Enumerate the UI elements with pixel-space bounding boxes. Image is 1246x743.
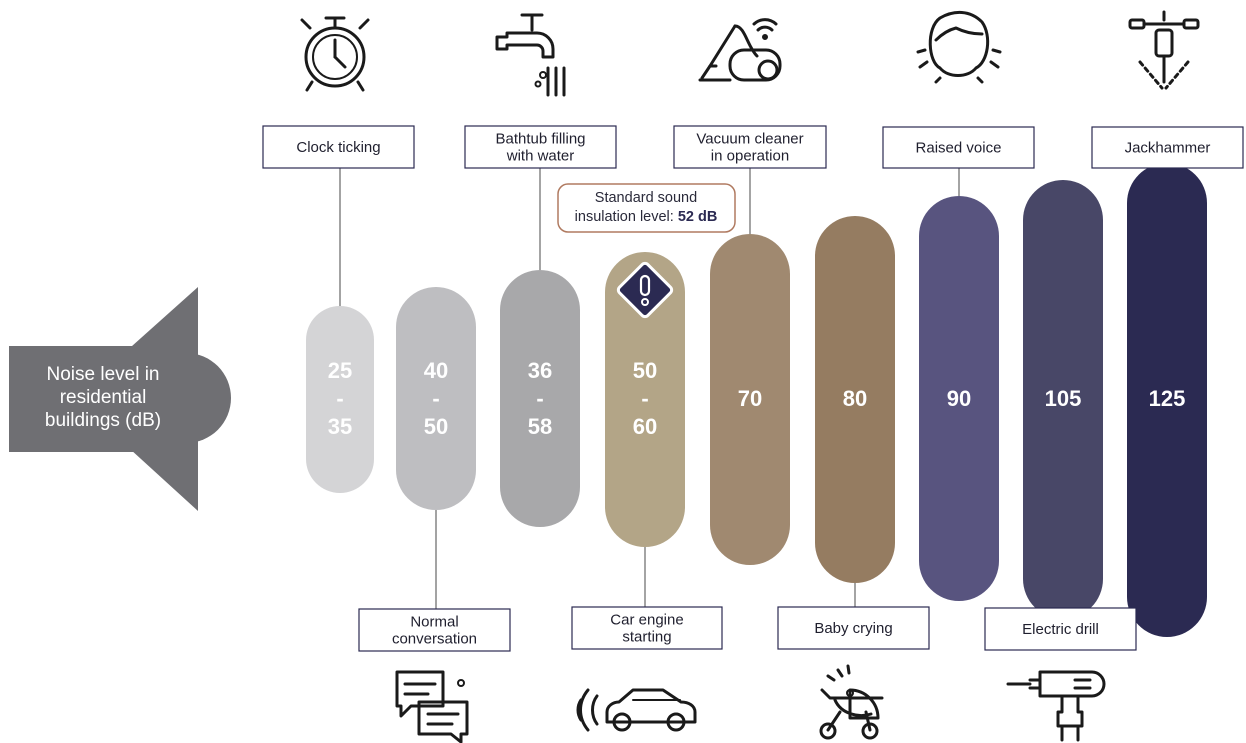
vacuum-cleaner-icon <box>698 18 782 82</box>
source-label-text: Jackhammer <box>1125 140 1211 157</box>
stopwatch-icon <box>300 16 370 92</box>
level-value: 36 -58 <box>528 358 552 439</box>
level-pill-shape <box>396 287 476 510</box>
level-pills: 25 -35 40 -50 36 -58 50 -60 70 80 90 105 125 <box>306 163 1207 637</box>
level-pill-shape <box>306 306 374 493</box>
level-pill: 50 -60 <box>605 252 685 547</box>
source-labels: Clock ticking Normal conversation Bathtub f… <box>262 125 1244 652</box>
source-label: Car engine starting <box>571 606 723 650</box>
source-label-text: Car engine starting <box>610 612 683 646</box>
level-value: 70 <box>738 386 762 411</box>
jackhammer-icon <box>1128 10 1200 90</box>
level-pill: 125 <box>1127 163 1207 637</box>
chat-bubbles-icon <box>395 670 469 743</box>
source-label-box <box>984 607 1137 651</box>
face-icon <box>916 11 1002 84</box>
faucet-icon <box>495 13 566 97</box>
level-pill-shape <box>1127 163 1207 637</box>
level-pill-shape <box>1023 180 1103 619</box>
source-label: Normal conversation <box>358 608 511 652</box>
source-label-box <box>358 608 511 652</box>
source-label-text: Normal conversation <box>392 614 477 648</box>
drill-icon <box>1006 670 1106 742</box>
insulation-note-line-2: insulation level: 52 dB <box>575 209 718 225</box>
speaker-label: Noise level in residential buildings (dB) <box>45 364 161 431</box>
level-pill-shape <box>605 252 685 547</box>
level-value: 90 <box>947 386 971 411</box>
level-value: 50 -60 <box>633 358 657 439</box>
source-label: Bathtub filling with water <box>464 125 617 169</box>
level-pill: 25 -35 <box>306 306 374 493</box>
baby-stroller-icon <box>819 664 884 740</box>
source-label-text: Vacuum cleaner in operation <box>696 131 803 165</box>
level-pill: 90 <box>919 196 999 601</box>
source-label: Baby crying <box>777 606 930 650</box>
car-icon <box>576 688 697 732</box>
level-pill: 40 -50 <box>396 287 476 510</box>
source-label: Clock ticking <box>262 125 415 169</box>
level-pill-shape <box>710 234 790 565</box>
source-label-text: Electric drill <box>1022 621 1099 638</box>
source-label-box <box>777 606 930 650</box>
source-label-text: Clock ticking <box>296 139 380 156</box>
level-value: 105 <box>1045 386 1082 411</box>
level-value: 25 -35 <box>328 358 352 439</box>
source-label-box <box>262 125 415 169</box>
level-value: 80 <box>843 386 867 411</box>
insulation-value: 52 dB <box>678 209 718 225</box>
source-label: Electric drill <box>984 607 1137 651</box>
source-label-box <box>673 125 827 169</box>
level-pill: 80 <box>815 216 895 583</box>
source-label-box <box>882 126 1035 169</box>
speaker: Noise level in residential buildings (dB) <box>9 287 231 511</box>
source-label: Raised voice <box>882 126 1035 169</box>
level-pill: 70 <box>710 234 790 565</box>
source-label-text: Bathtub filling with water <box>495 131 585 165</box>
source-label-box <box>571 606 723 650</box>
source-label-box <box>1091 126 1244 169</box>
level-value: 40 -50 <box>424 358 448 439</box>
insulation-note: Standard sound insulation level: 52 dB <box>557 183 736 233</box>
source-label-box <box>464 125 617 169</box>
level-pill: 36 -58 <box>500 270 580 527</box>
level-value: 125 <box>1149 386 1186 411</box>
level-pill: 105 <box>1023 180 1103 619</box>
level-pill-shape <box>815 216 895 583</box>
level-pill-shape <box>919 196 999 601</box>
source-label-text: Raised voice <box>916 140 1002 157</box>
source-label: Jackhammer <box>1091 126 1244 169</box>
source-label-text: Baby crying <box>814 620 892 637</box>
warning-icon <box>616 261 674 319</box>
source-label: Vacuum cleaner in operation <box>673 125 827 169</box>
level-pill-shape <box>500 270 580 527</box>
insulation-note-line-1: Standard sound <box>595 190 697 206</box>
